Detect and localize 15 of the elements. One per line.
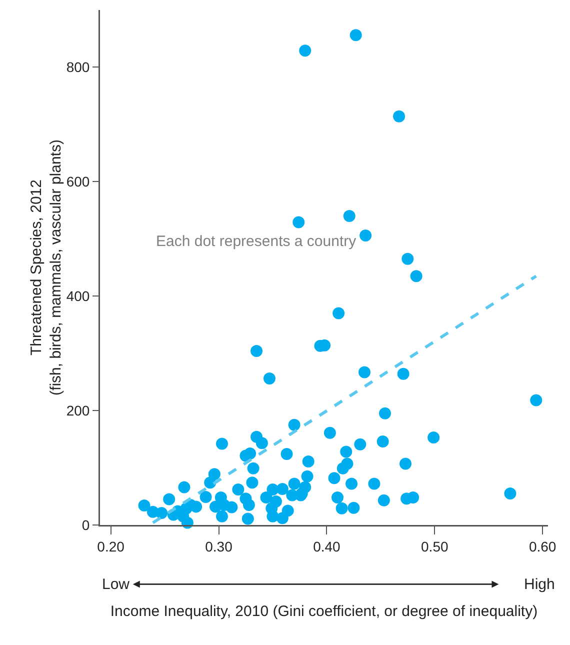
- y-axis-title: Threatened Species, 2012 (fish, birds, mammals, vascular plants): [28, 140, 64, 396]
- y-tick-label: 400: [66, 288, 90, 304]
- x-tick-label: 0.40: [313, 538, 341, 554]
- y-tick-label: 0: [82, 516, 90, 533]
- x-tick-label: 0.30: [205, 538, 233, 554]
- x-tick-label: 0.20: [97, 538, 125, 554]
- y-tick-label: 200: [66, 402, 90, 418]
- y-tick-label: 600: [66, 174, 90, 190]
- x-tick-label: 0.60: [528, 538, 556, 554]
- text: High: [524, 576, 555, 593]
- annotation: Each dot represents a country: [156, 233, 357, 250]
- x-axis-title: Income Inequality, 2010 (Gini coefficient, or degree of inequality): [110, 603, 538, 620]
- x-tick-label: 0.50: [421, 538, 448, 554]
- text: Low: [102, 576, 130, 593]
- y-tick-label: 800: [66, 59, 90, 76]
